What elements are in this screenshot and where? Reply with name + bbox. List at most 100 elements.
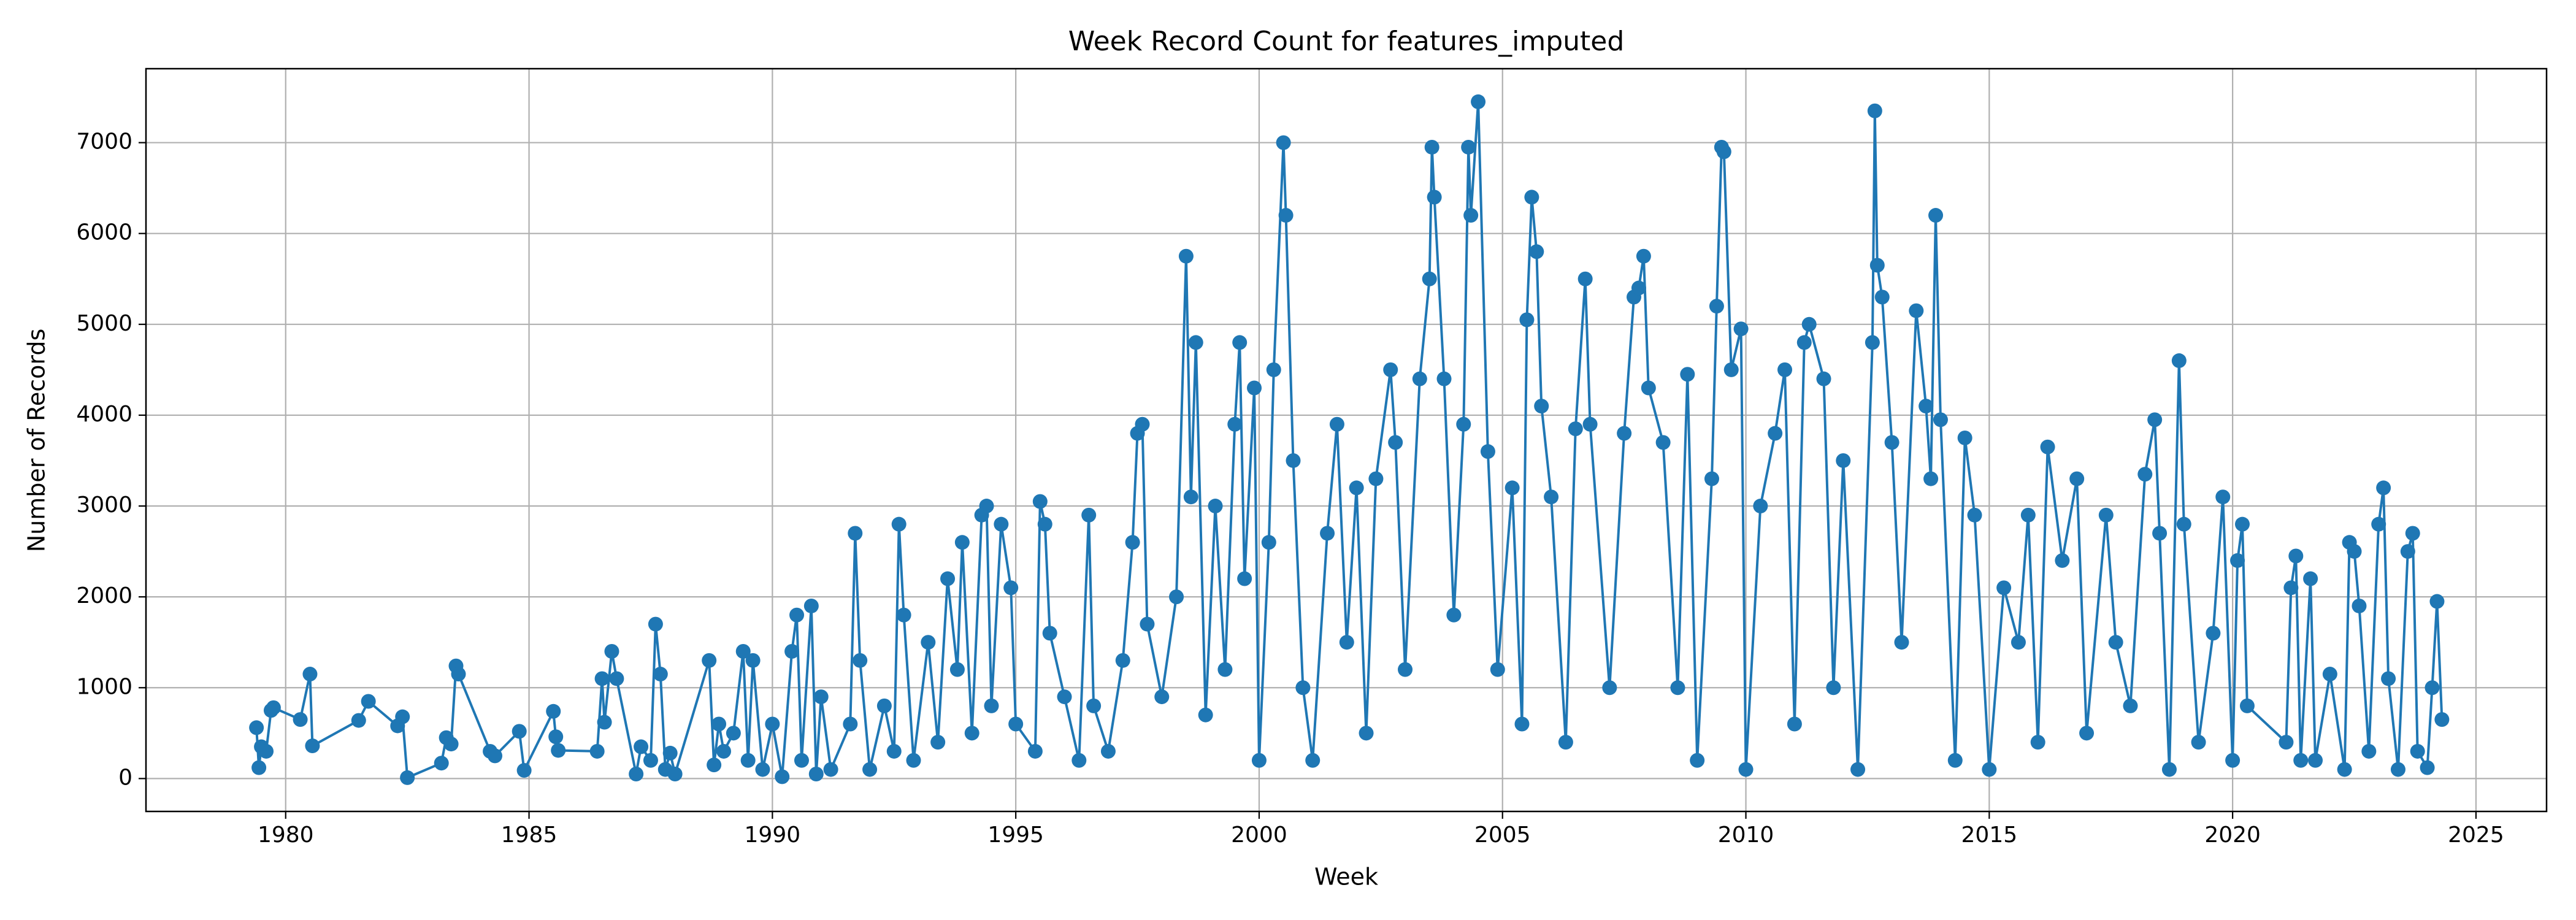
data-point bbox=[2235, 516, 2250, 532]
data-point bbox=[1617, 426, 1632, 441]
data-point bbox=[940, 571, 956, 586]
data-point bbox=[1641, 380, 1656, 396]
data-point bbox=[1928, 208, 1944, 223]
data-point bbox=[1383, 362, 1398, 377]
data-point bbox=[1816, 371, 1831, 386]
data-point bbox=[1037, 516, 1052, 532]
data-point bbox=[740, 753, 756, 768]
data-point bbox=[2347, 544, 2362, 559]
data-point bbox=[1534, 399, 1549, 414]
data-point bbox=[1529, 244, 1544, 259]
data-point bbox=[803, 598, 819, 613]
y-tick-label: 4000 bbox=[76, 402, 132, 427]
data-point bbox=[2098, 507, 2114, 523]
data-point bbox=[2191, 735, 2206, 750]
data-point bbox=[443, 737, 459, 752]
data-point bbox=[2011, 635, 2026, 650]
data-point bbox=[2079, 726, 2095, 741]
data-point bbox=[735, 644, 751, 659]
data-point bbox=[434, 756, 449, 771]
data-point bbox=[808, 766, 824, 781]
data-point bbox=[994, 516, 1009, 532]
y-tick-label: 5000 bbox=[76, 311, 132, 336]
data-point bbox=[1183, 489, 1198, 505]
data-point bbox=[302, 667, 318, 682]
data-point bbox=[1865, 335, 1880, 350]
data-point bbox=[1008, 716, 1024, 732]
data-point bbox=[1042, 626, 1057, 641]
data-point bbox=[1032, 494, 1048, 509]
data-point bbox=[2288, 548, 2304, 564]
data-point bbox=[1422, 271, 1437, 286]
data-point bbox=[891, 516, 907, 532]
data-point bbox=[1787, 716, 1802, 732]
data-point bbox=[1524, 190, 1539, 205]
data-point bbox=[853, 653, 868, 668]
data-point bbox=[1923, 471, 1939, 486]
data-point bbox=[1544, 489, 1559, 505]
data-point bbox=[2020, 507, 2036, 523]
data-point bbox=[1957, 430, 1972, 445]
data-point bbox=[2069, 471, 2085, 486]
data-point bbox=[1894, 635, 1909, 650]
data-point bbox=[1305, 753, 1321, 768]
data-point bbox=[1198, 707, 1213, 723]
y-tick-label: 6000 bbox=[76, 220, 132, 245]
x-tick-label: 1995 bbox=[987, 822, 1044, 848]
data-point bbox=[784, 644, 800, 659]
data-point bbox=[886, 743, 902, 759]
data-point bbox=[1086, 698, 1102, 713]
data-point bbox=[1874, 289, 1890, 305]
x-tick-label: 2025 bbox=[2448, 822, 2504, 848]
data-point bbox=[597, 715, 612, 730]
data-point bbox=[516, 763, 532, 778]
data-point bbox=[1359, 726, 1374, 741]
data-point bbox=[1208, 499, 1223, 514]
data-point bbox=[1631, 280, 1646, 296]
data-point bbox=[789, 607, 805, 623]
data-point bbox=[906, 753, 921, 768]
data-point bbox=[293, 712, 308, 727]
data-point bbox=[512, 724, 527, 739]
data-point bbox=[2308, 753, 2323, 768]
data-point bbox=[2337, 762, 2352, 777]
data-point bbox=[848, 526, 863, 541]
data-point bbox=[2030, 735, 2045, 750]
data-point bbox=[1276, 135, 1291, 150]
data-point bbox=[1456, 416, 1471, 432]
data-point bbox=[653, 667, 668, 682]
data-point bbox=[1339, 635, 1354, 650]
data-point bbox=[1947, 753, 1963, 768]
x-tick-label: 1990 bbox=[745, 822, 801, 848]
data-point bbox=[862, 762, 878, 777]
data-point bbox=[1154, 689, 1170, 705]
data-point bbox=[1723, 362, 1739, 377]
data-point bbox=[1436, 371, 1452, 386]
data-point bbox=[1398, 662, 1413, 677]
data-point bbox=[1320, 526, 1335, 541]
data-point bbox=[775, 769, 790, 784]
data-point bbox=[1655, 435, 1671, 450]
data-point bbox=[629, 766, 644, 781]
data-point bbox=[1716, 144, 1731, 159]
y-tick-label: 0 bbox=[118, 765, 132, 790]
data-point bbox=[2322, 667, 2337, 682]
data-point bbox=[2230, 553, 2245, 568]
plot-frame bbox=[145, 67, 2548, 813]
data-point bbox=[662, 745, 678, 761]
data-point bbox=[2405, 526, 2420, 541]
data-point bbox=[2381, 671, 2396, 686]
y-axis-label: Number of Records bbox=[23, 329, 50, 553]
data-point bbox=[351, 713, 366, 728]
data-point bbox=[1704, 471, 1719, 486]
data-point bbox=[1753, 499, 1768, 514]
data-point bbox=[1869, 258, 1885, 273]
data-point bbox=[726, 726, 741, 741]
x-axis-label: Week bbox=[1314, 864, 1378, 891]
data-point bbox=[1349, 480, 1364, 496]
data-point bbox=[2239, 698, 2255, 713]
data-point bbox=[1100, 743, 1116, 759]
x-tick-label: 2015 bbox=[1961, 822, 2018, 848]
data-point bbox=[1505, 480, 1520, 496]
